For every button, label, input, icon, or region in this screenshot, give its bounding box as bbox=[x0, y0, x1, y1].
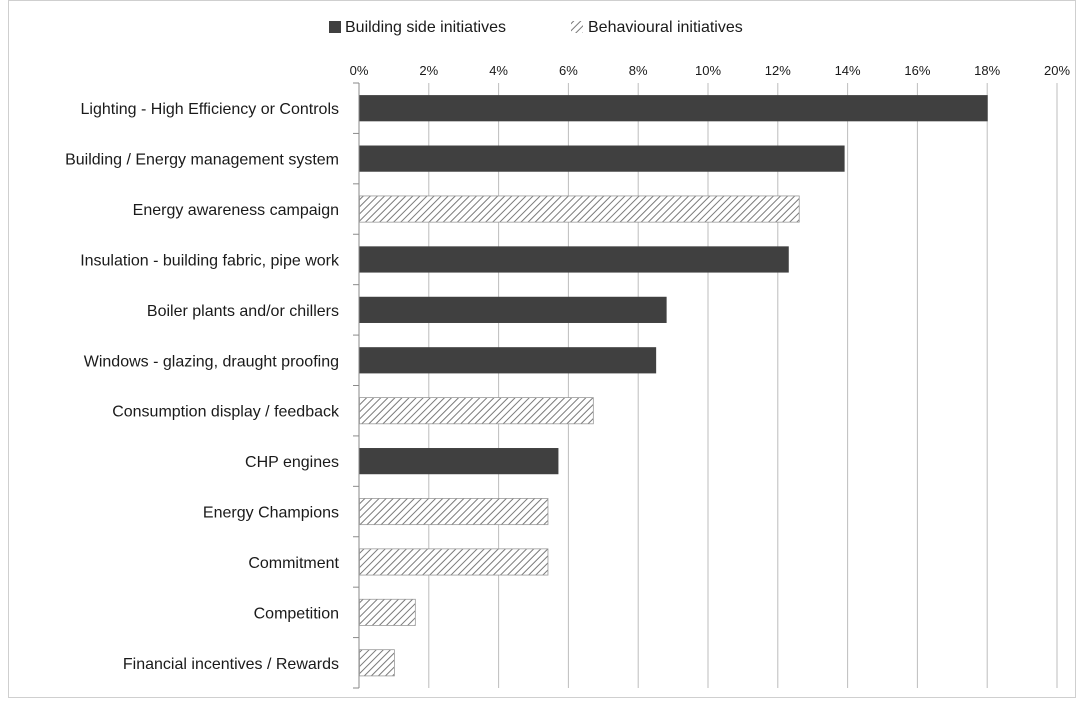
bar-building-side bbox=[359, 95, 988, 122]
category-label: Commitment bbox=[248, 555, 339, 572]
legend-swatch-behavioural bbox=[571, 21, 583, 33]
bar-building-side bbox=[359, 448, 559, 475]
legend-label-behavioural: Behavioural initiatives bbox=[588, 19, 743, 36]
x-tick-label: 2% bbox=[419, 63, 438, 78]
category-labels: Lighting - High Efficiency or Controls Bu… bbox=[65, 101, 340, 673]
bar-building-side bbox=[359, 296, 667, 323]
x-tick-label: 6% bbox=[559, 63, 578, 78]
bar-building-side bbox=[359, 246, 789, 273]
x-tick-label: 8% bbox=[629, 63, 648, 78]
bar-behavioural bbox=[359, 598, 416, 626]
x-tick-labels: 0% 2% 4% 6% 8% 10% 12% 14% 16% 18% 20% bbox=[350, 63, 1071, 78]
legend-swatch-building-side bbox=[329, 21, 341, 33]
category-label: Competition bbox=[254, 605, 339, 622]
bar-building-side bbox=[359, 347, 657, 374]
bar-behavioural bbox=[359, 397, 594, 425]
x-tick-label: 12% bbox=[765, 63, 791, 78]
category-label: Building / Energy management system bbox=[65, 152, 339, 169]
legend-label-building-side: Building side initiatives bbox=[345, 19, 506, 36]
category-label: Energy awareness campaign bbox=[133, 202, 339, 219]
bar-behavioural bbox=[359, 498, 549, 526]
x-tick-label: 0% bbox=[350, 63, 369, 78]
axes bbox=[353, 82, 360, 689]
category-label: Financial incentives / Rewards bbox=[123, 656, 339, 673]
category-label: CHP engines bbox=[245, 454, 339, 471]
bar-behavioural bbox=[359, 195, 800, 223]
legend: Building side initiatives Behavioural ini… bbox=[329, 19, 743, 36]
x-tick-label: 10% bbox=[695, 63, 721, 78]
bar-behavioural bbox=[359, 649, 395, 677]
category-label: Energy Champions bbox=[203, 505, 339, 522]
category-label: Boiler plants and/or chillers bbox=[147, 303, 339, 320]
x-tick-label: 16% bbox=[904, 63, 930, 78]
category-label: Consumption display / feedback bbox=[112, 404, 340, 421]
bar-building-side bbox=[359, 145, 845, 172]
category-label: Lighting - High Efficiency or Controls bbox=[81, 101, 340, 118]
gridlines bbox=[428, 83, 1058, 688]
bar-behavioural bbox=[359, 548, 549, 576]
x-tick-label: 14% bbox=[835, 63, 861, 78]
category-label: Windows - glazing, draught proofing bbox=[84, 353, 339, 370]
x-tick-label: 20% bbox=[1044, 63, 1070, 78]
category-label: Insulation - building fabric, pipe work bbox=[80, 252, 340, 269]
x-tick-label: 4% bbox=[489, 63, 508, 78]
bars bbox=[359, 95, 988, 677]
x-tick-label: 18% bbox=[974, 63, 1000, 78]
